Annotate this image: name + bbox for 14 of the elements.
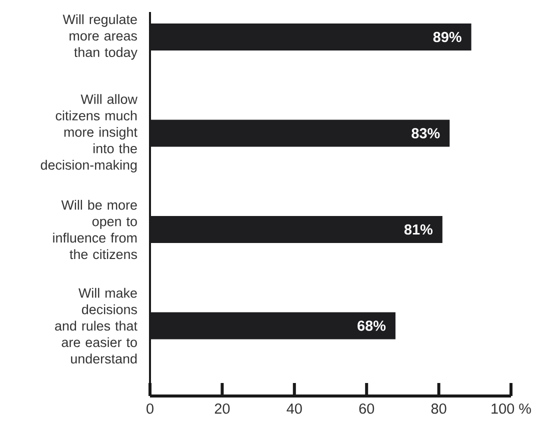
x-tick-label: 20	[214, 404, 230, 414]
data-label: 89%	[433, 32, 462, 42]
x-tick-label: 100 %	[492, 404, 531, 414]
y-tick-label: Will regulate more areas than today	[62, 14, 138, 60]
x-tick-label: 60	[359, 404, 374, 414]
y-tick-label: Will be more open to influence from the citizens	[53, 200, 137, 260]
x-tick-label: 40	[286, 404, 302, 414]
x-tick-label: 80	[431, 404, 446, 414]
y-tick-label: Will make decisions and rules that are easier to understand	[55, 288, 138, 364]
x-tick-label: 0	[146, 404, 154, 414]
data-label: 68%	[358, 320, 386, 331]
data-label: 81%	[404, 224, 433, 235]
y-tick-label: Will allow citizens much more insight into the decision-making	[40, 94, 138, 172]
data-label: 83%	[412, 128, 440, 138]
